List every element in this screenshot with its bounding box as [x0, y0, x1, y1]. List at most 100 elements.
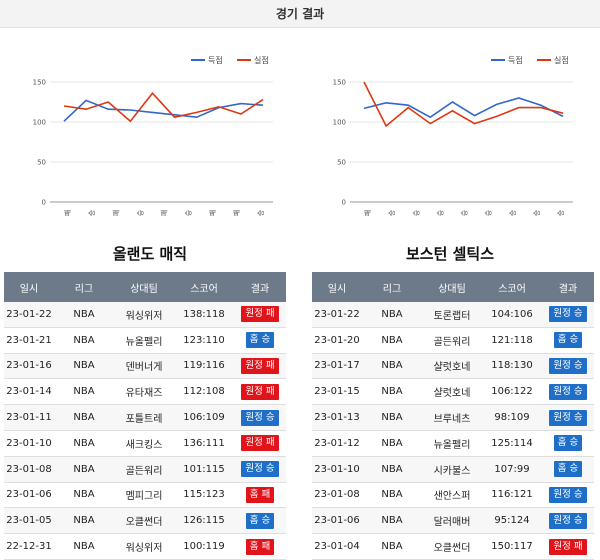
x-tick-label: 승 [388, 209, 396, 216]
cell-opponent: 뉴올펠리 [125, 336, 163, 348]
table-row: 23-01-20 NBA 골든워리 121:118 홈 승 [312, 328, 594, 354]
result-badge: 원정 패 [241, 383, 279, 400]
cell-date: 23-01-10 [314, 463, 360, 475]
legend-scored-label: 득점 [508, 55, 523, 65]
table-row: 23-01-06 NBA 달러매버 95:124 원정 승 [312, 508, 594, 535]
cell-date: 23-01-14 [6, 386, 52, 398]
boston-results-table: 일시 리그 상대팀 스코어 결과 23-01-22 NBA 토론랩터 104:106 원정 승 23… [312, 272, 594, 560]
y-tick-label: 0 [342, 199, 346, 207]
result-badge: 원정 패 [241, 357, 279, 374]
cell-date: 23-01-08 [6, 463, 52, 475]
column-header: 결과 [558, 283, 578, 295]
table-row: 23-01-13 NBA 브루네츠 98:109 원정 승 [312, 405, 594, 431]
cell-score: 106:122 [491, 386, 533, 398]
cell-score: 136:111 [183, 437, 225, 449]
orlando-title: 올랜도 매직 [112, 245, 188, 263]
conceded-series-line [363, 81, 564, 128]
x-tick-label: 승 [557, 209, 565, 216]
table-row: 23-01-08 NBA 샌안스퍼 116:121 원정 승 [312, 483, 594, 509]
cell-opponent: 덴버너게 [125, 362, 163, 374]
cell-score: 116:121 [491, 489, 533, 501]
cell-opponent: 골든워리 [433, 336, 471, 348]
x-tick-label: 패 [111, 210, 120, 216]
cell-result: 원정 패 [234, 435, 286, 452]
cell-score: 112:108 [183, 386, 225, 398]
result-badge: 원정 승 [241, 461, 279, 478]
x-tick-label: 승 [136, 209, 144, 216]
cell-opponent: 샬럿호네 [433, 388, 471, 400]
cell-league: NBA [381, 515, 403, 527]
cell-league: NBA [73, 360, 95, 372]
boston-chart-svg: 득점 실점 0 50 100 150 패 승 승 승 승 승 승 승 승 [333, 55, 573, 216]
cell-score: 98:109 [494, 412, 530, 424]
x-tick-label: 패 [208, 210, 217, 216]
cell-score: 101:115 [183, 463, 225, 475]
result-badge: 원정 패 [549, 538, 587, 555]
cell-league: NBA [381, 386, 403, 398]
cell-result: 원정 승 [542, 306, 594, 323]
cell-score: 150:117 [491, 541, 533, 553]
cell-league: NBA [73, 308, 95, 320]
x-tick-label: 승 [436, 209, 444, 216]
x-tick-label: 패 [363, 210, 372, 216]
cell-opponent: 유타재즈 [125, 388, 163, 400]
cell-opponent: 멤피그리 [125, 491, 163, 503]
cell-result: 원정 패 [234, 357, 286, 374]
cell-score: 125:114 [491, 437, 533, 449]
x-tick-label: 승 [412, 209, 420, 216]
cell-league: NBA [381, 308, 403, 320]
table-row: 23-01-15 NBA 샬럿호네 106:122 원정 승 [312, 379, 594, 406]
orlando-chart: 득점 실점 0 50 100 150 패 승 패 승 패 승 패 패 승 [5, 42, 295, 217]
result-badge: 원정 승 [549, 306, 587, 323]
cell-date: 23-01-21 [6, 334, 52, 346]
cell-league: NBA [73, 437, 95, 449]
table-row: 23-01-08 NBA 골든워리 101:115 원정 승 [4, 456, 286, 483]
result-badge: 홈 패 [245, 538, 275, 555]
column-header: 결과 [250, 283, 270, 295]
cell-opponent: 새크킹스 [125, 439, 163, 451]
result-badge: 홈 승 [553, 435, 583, 452]
cell-score: 123:110 [183, 334, 225, 346]
chart-legend: 득점 실점 [191, 55, 269, 65]
result-badge: 홈 승 [553, 461, 583, 478]
cell-date: 23-01-05 [6, 515, 52, 527]
cell-date: 23-01-20 [314, 334, 360, 346]
cell-opponent: 골든워리 [125, 465, 163, 477]
cell-league: NBA [73, 412, 95, 424]
cell-league: NBA [381, 412, 403, 424]
cell-date: 22-12-31 [6, 541, 52, 553]
x-tick-label: 승 [257, 209, 265, 216]
cell-opponent: 샌안스퍼 [433, 491, 471, 503]
result-badge: 원정 패 [241, 306, 279, 323]
cell-date: 23-01-16 [6, 360, 52, 372]
result-badge: 홈 승 [245, 332, 275, 349]
cell-result: 홈 패 [234, 486, 286, 503]
cell-league: NBA [381, 541, 403, 553]
cell-league: NBA [381, 360, 403, 372]
result-badge: 원정 승 [549, 512, 587, 529]
cell-result: 홈 승 [234, 332, 286, 349]
table-header: 일시 리그 상대팀 스코어 결과 [4, 272, 286, 302]
cell-date: 23-01-12 [314, 437, 360, 449]
table-row: 23-01-22 NBA 토론랩터 104:106 원정 승 [312, 302, 594, 328]
result-badge: 홈 패 [245, 486, 275, 503]
column-header: 일시 [19, 283, 39, 295]
y-tick-label: 50 [337, 159, 346, 167]
cell-date: 23-01-17 [314, 360, 360, 372]
cell-date: 23-01-22 [6, 308, 52, 320]
cell-result: 원정 승 [542, 512, 594, 529]
y-tick-label: 150 [33, 79, 46, 87]
cell-opponent: 달러매버 [433, 517, 471, 529]
cell-date: 23-01-13 [314, 412, 360, 424]
cell-score: 121:118 [491, 334, 533, 346]
x-tick-label: 승 [461, 209, 469, 216]
cell-opponent: 워싱위저 [125, 543, 163, 555]
table-row: 23-01-11 NBA 포틀트레 106:109 원정 승 [4, 405, 286, 431]
orlando-chart-svg: 득점 실점 0 50 100 150 패 승 패 승 패 승 패 패 승 [33, 55, 273, 216]
x-tick-label: 승 [533, 209, 541, 216]
cell-result: 원정 패 [542, 538, 594, 555]
result-badge: 홈 승 [553, 332, 583, 349]
cell-opponent: 샬럿호네 [433, 362, 471, 374]
cell-date: 23-01-04 [314, 541, 360, 553]
y-tick-label: 150 [333, 79, 346, 87]
